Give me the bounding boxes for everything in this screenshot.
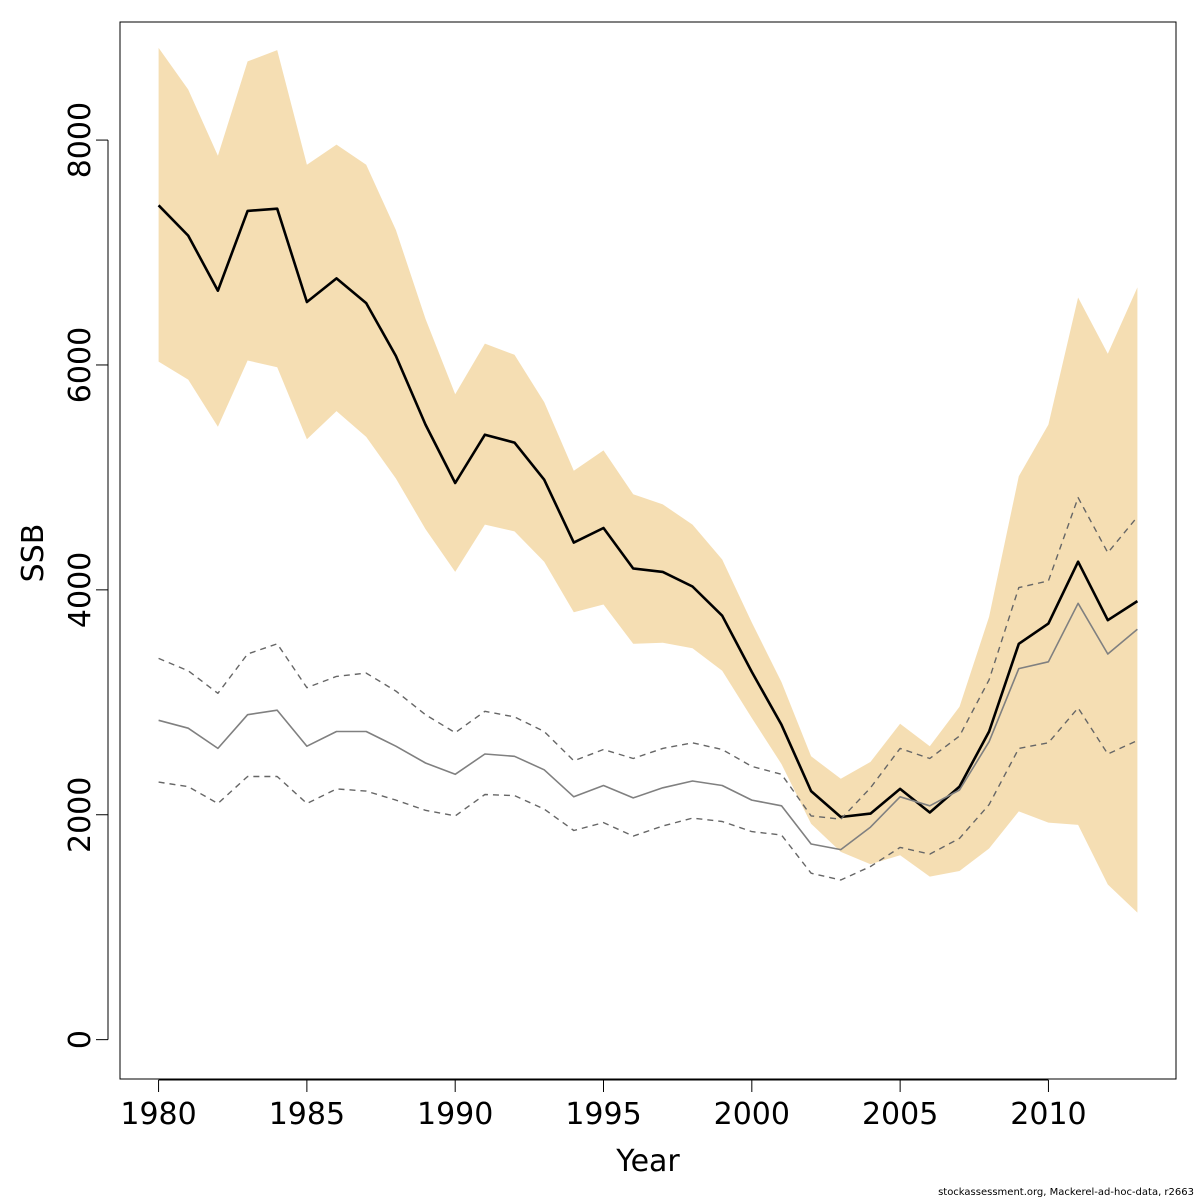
estimate-line — [157, 204, 1139, 819]
y-axis-title: SSB — [16, 524, 51, 583]
series-lines-layer — [157, 204, 1139, 881]
x-axis: 1980 1985 1990 1995 2000 2005 2010 — [120, 1079, 1087, 1132]
x-tick-label-1985: 1985 — [269, 1097, 345, 1132]
y-tick-label-0: 0 — [63, 1030, 98, 1049]
source-credit: stockassessment.org, Mackerel-ad-hoc-dat… — [938, 1187, 1194, 1198]
x-tick-label-1990: 1990 — [417, 1097, 493, 1132]
x-tick-label-1980: 1980 — [120, 1097, 196, 1132]
y-tick-label-8000: 8000 — [63, 102, 98, 178]
secondary-lower-line — [158, 707, 1138, 881]
secondary-estimate-line — [158, 602, 1138, 851]
secondary-upper-line — [158, 496, 1138, 820]
confidence-band — [158, 47, 1138, 913]
x-axis-title: Year — [615, 1144, 680, 1179]
y-tick-label-4000: 4000 — [63, 552, 98, 628]
x-tick-label-2000: 2000 — [714, 1097, 790, 1132]
plot-frame — [119, 21, 1177, 1080]
y-axis: 0 2000 4000 6000 8000 — [63, 102, 109, 1049]
y-tick-label-2000: 2000 — [63, 777, 98, 853]
x-tick-label-2005: 2005 — [862, 1097, 938, 1132]
y-tick-label-6000: 6000 — [63, 327, 98, 403]
x-tick-label-1995: 1995 — [565, 1097, 641, 1132]
x-tick-label-2010: 2010 — [1010, 1097, 1086, 1132]
confidence-band-layer — [158, 47, 1138, 913]
